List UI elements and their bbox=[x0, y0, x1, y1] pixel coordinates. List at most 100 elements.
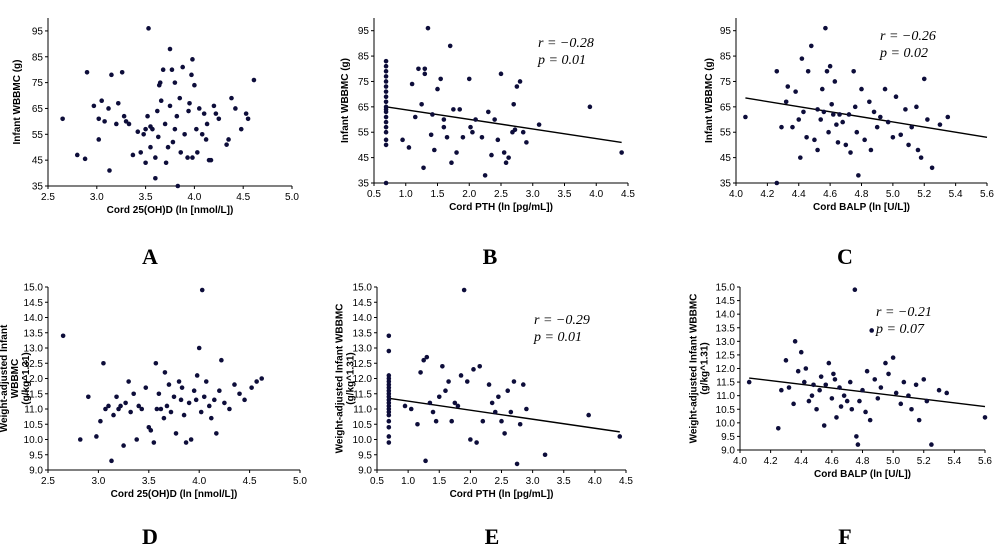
data-point bbox=[196, 345, 202, 351]
data-point bbox=[194, 126, 199, 132]
data-point bbox=[524, 406, 529, 412]
x-tick-label: 2.0 bbox=[463, 476, 477, 487]
data-point bbox=[383, 69, 389, 74]
data-point bbox=[203, 137, 209, 142]
data-point bbox=[452, 400, 458, 406]
data-point bbox=[458, 373, 464, 378]
x-tick-label: 4.8 bbox=[856, 456, 870, 467]
y-tick-label: 15.0 bbox=[716, 283, 736, 294]
panel-letter: A bbox=[142, 244, 158, 269]
data-point bbox=[502, 431, 507, 436]
data-point bbox=[101, 360, 106, 366]
y-tick-label: 95 bbox=[720, 26, 732, 37]
data-point bbox=[208, 415, 214, 421]
data-point bbox=[471, 367, 476, 372]
data-point bbox=[883, 360, 888, 366]
data-point bbox=[863, 409, 868, 415]
data-point bbox=[148, 144, 153, 150]
data-point bbox=[495, 137, 501, 143]
data-point bbox=[848, 150, 853, 155]
y-tick-label: 55 bbox=[720, 128, 732, 139]
data-point bbox=[155, 108, 160, 114]
data-point bbox=[868, 147, 874, 153]
data-point bbox=[198, 409, 204, 415]
data-point bbox=[841, 393, 847, 398]
x-tick-label: 3.0 bbox=[90, 192, 104, 203]
data-point bbox=[914, 104, 919, 110]
data-point bbox=[457, 107, 463, 112]
data-point bbox=[179, 385, 185, 390]
x-tick-label: 4.5 bbox=[619, 476, 633, 487]
data-point bbox=[829, 102, 834, 107]
data-point bbox=[251, 77, 257, 83]
data-point bbox=[168, 409, 174, 415]
data-point bbox=[383, 142, 389, 148]
data-point bbox=[237, 391, 242, 397]
data-point bbox=[785, 84, 791, 89]
data-point bbox=[906, 393, 911, 398]
data-point bbox=[460, 135, 466, 140]
data-point bbox=[805, 69, 811, 74]
data-point bbox=[441, 117, 447, 122]
data-point bbox=[172, 80, 178, 85]
data-point bbox=[774, 69, 780, 74]
data-point bbox=[885, 119, 891, 125]
data-point bbox=[542, 452, 548, 458]
data-point bbox=[155, 134, 161, 140]
data-point bbox=[259, 376, 264, 381]
data-point bbox=[161, 415, 167, 421]
data-point bbox=[199, 132, 205, 137]
data-point bbox=[851, 69, 856, 74]
x-tick-label: 3.5 bbox=[139, 192, 153, 203]
data-point bbox=[214, 431, 219, 436]
data-point bbox=[121, 443, 126, 448]
y-tick-label: 85 bbox=[358, 52, 370, 63]
data-point bbox=[524, 140, 529, 145]
data-point bbox=[818, 117, 824, 122]
data-point bbox=[196, 106, 202, 111]
y-tick-label: 95 bbox=[358, 26, 370, 37]
data-point bbox=[432, 147, 437, 153]
data-point bbox=[909, 406, 914, 412]
y-tick-label: 35 bbox=[32, 182, 44, 193]
data-point bbox=[796, 117, 802, 122]
data-point bbox=[383, 99, 389, 105]
data-point bbox=[468, 437, 473, 442]
y-tick-label: 75 bbox=[32, 78, 44, 89]
y-tick-label: 85 bbox=[720, 52, 732, 63]
data-point bbox=[135, 129, 141, 135]
data-point bbox=[103, 406, 108, 412]
data-point bbox=[60, 333, 66, 339]
data-point bbox=[107, 168, 112, 173]
data-point bbox=[829, 396, 835, 401]
data-point bbox=[158, 98, 164, 104]
data-point bbox=[160, 67, 166, 72]
data-point bbox=[819, 86, 825, 92]
scatter-panel-d: 2.5 3.0 3.5 4.0 4.5 5.0 9.0 9.5 10.0 10.5 11.0 11.5… bbox=[0, 283, 307, 550]
data-point bbox=[924, 398, 930, 404]
data-point bbox=[454, 150, 459, 155]
data-point bbox=[141, 132, 146, 137]
data-point bbox=[901, 379, 907, 385]
data-point bbox=[167, 103, 173, 109]
data-point bbox=[435, 86, 440, 92]
data-point bbox=[855, 442, 861, 447]
data-point bbox=[936, 387, 942, 393]
data-point bbox=[846, 112, 852, 117]
y-axis-label: Infant WBBMC (g) bbox=[12, 60, 23, 145]
data-point bbox=[804, 135, 809, 140]
data-point bbox=[587, 104, 593, 110]
y-tick-label: 65 bbox=[32, 104, 44, 115]
r-statistic: r = −0.21 bbox=[876, 305, 932, 320]
data-point bbox=[878, 385, 884, 390]
data-point bbox=[201, 394, 207, 400]
data-point bbox=[227, 406, 232, 412]
data-point bbox=[821, 109, 827, 115]
data-point bbox=[783, 358, 789, 363]
x-tick-label: 4.0 bbox=[187, 192, 201, 203]
data-point bbox=[383, 63, 389, 69]
data-point bbox=[226, 137, 231, 142]
data-point bbox=[194, 373, 200, 378]
y-tick-label: 9.5 bbox=[358, 450, 372, 461]
data-point bbox=[844, 398, 850, 404]
